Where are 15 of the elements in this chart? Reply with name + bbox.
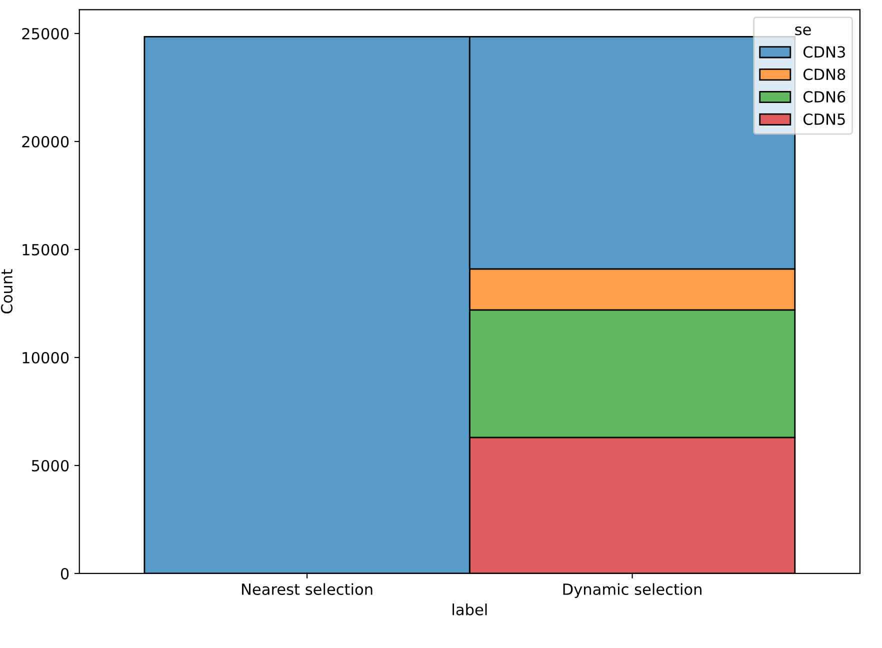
legend-label: CDN3 [803,46,845,58]
y-axis-title: Count [0,269,13,314]
y-tick-label: 15000 [22,244,69,256]
y-tick-label: 25000 [22,28,69,40]
legend-label: CDN6 [803,91,846,103]
legend-label: CDN5 [803,113,845,125]
y-tick-label: 20000 [22,136,69,148]
x-axis-title: label [452,604,487,616]
y-tick-label: 0 [60,568,69,580]
x-tick-label: Nearest selection [242,583,372,596]
y-tick-label: 10000 [22,352,69,364]
y-tick-label: 5000 [32,460,69,472]
x-tick-label: Dynamic selection [563,583,702,598]
legend-title: se [795,26,811,36]
legend-label: CDN8 [803,68,846,80]
